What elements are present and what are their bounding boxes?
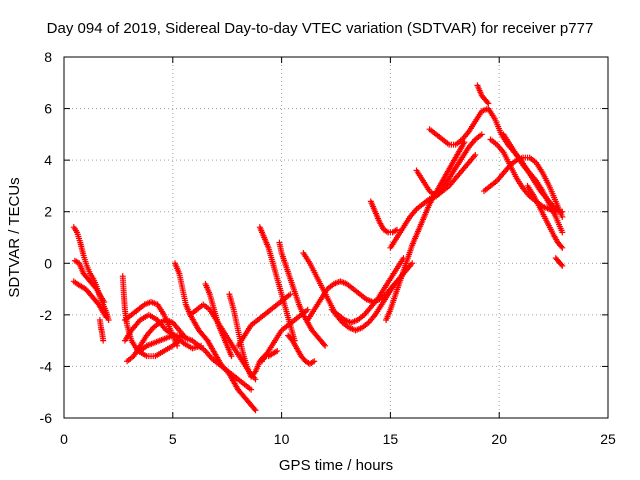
- data-point: [103, 314, 110, 321]
- data-point: [409, 260, 416, 267]
- x-axis-label: GPS time / hours: [279, 457, 393, 474]
- x-tick-label: 0: [60, 431, 68, 447]
- data-point: [484, 99, 491, 106]
- data-point: [558, 261, 565, 268]
- series-arc3: [71, 257, 108, 305]
- series-arc12: [202, 280, 235, 360]
- data-point: [100, 337, 107, 344]
- data-points: [70, 82, 566, 414]
- series-arc9: [137, 332, 255, 393]
- x-tick-label: 25: [600, 431, 616, 447]
- series-arc10: [171, 260, 259, 414]
- data-point: [559, 262, 566, 269]
- series-arc4: [96, 317, 107, 344]
- series-arc19: [300, 249, 398, 334]
- data-point: [559, 213, 566, 220]
- data-point: [485, 100, 492, 107]
- gridlines: [64, 57, 608, 418]
- series-arc32: [552, 255, 566, 269]
- series-arc22: [367, 198, 400, 236]
- y-tick-label: -4: [40, 358, 53, 374]
- data-point: [559, 244, 566, 251]
- data-point: [287, 291, 294, 298]
- y-tick-label: 0: [44, 255, 52, 271]
- data-point: [248, 386, 255, 393]
- series-arc31: [524, 182, 566, 251]
- data-point: [252, 407, 259, 414]
- y-tick-label: 2: [44, 204, 52, 220]
- x-tick-label: 5: [169, 431, 177, 447]
- data-point: [101, 298, 108, 305]
- y-tick-label: 8: [44, 49, 52, 65]
- series-arc5: [119, 273, 183, 360]
- series-arc29: [487, 136, 566, 215]
- series-arc2: [70, 278, 110, 321]
- data-point: [274, 347, 281, 354]
- data-point: [174, 342, 181, 349]
- series-arc8: [124, 317, 189, 365]
- series-arc30: [500, 131, 566, 236]
- data-point: [559, 208, 566, 215]
- x-tick-label: 20: [491, 431, 507, 447]
- series-arc23: [383, 139, 468, 324]
- series-arc27: [474, 82, 492, 107]
- series-arc21: [328, 255, 407, 326]
- y-tick-label: 4: [44, 152, 52, 168]
- x-tick-label: 10: [274, 431, 290, 447]
- data-point: [478, 131, 485, 138]
- series-arc25: [413, 131, 485, 200]
- data-point: [252, 376, 259, 383]
- series-arc18: [285, 332, 318, 367]
- y-tick-label: -6: [40, 410, 53, 426]
- y-tick-label: -2: [40, 307, 53, 323]
- data-point: [393, 226, 400, 233]
- data-point: [472, 151, 479, 158]
- series-arc26: [426, 105, 564, 215]
- plot-frame: [63, 56, 609, 419]
- axis-ticks: 0 5 10 15 20 25 -6 -4 -2 0 2 4 6 8: [40, 49, 616, 447]
- data-point: [559, 229, 566, 236]
- data-point: [558, 243, 565, 250]
- series-arc1: [70, 224, 112, 324]
- data-point: [251, 369, 258, 376]
- y-tick-label: 6: [44, 101, 52, 117]
- data-point: [322, 342, 329, 349]
- chart-title: Day 094 of 2019, Sidereal Day-to-day VTE…: [47, 20, 594, 37]
- data-point: [251, 405, 258, 412]
- series-arc17: [276, 239, 329, 349]
- data-point: [304, 306, 311, 313]
- data-point: [228, 353, 235, 360]
- x-tick-label: 15: [383, 431, 399, 447]
- data-point: [311, 358, 318, 365]
- y-axis-label: SDTVAR / TECUs: [6, 177, 23, 297]
- data-point: [321, 341, 328, 348]
